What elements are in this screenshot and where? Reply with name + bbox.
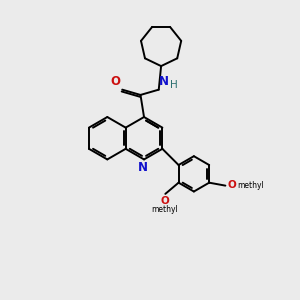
Text: N: N: [138, 161, 148, 175]
Text: O: O: [160, 196, 169, 206]
Text: O: O: [110, 76, 120, 88]
Text: O: O: [228, 180, 236, 190]
Text: H: H: [170, 80, 178, 90]
Text: N: N: [159, 75, 169, 88]
Text: methyl: methyl: [238, 181, 265, 190]
Text: methyl: methyl: [152, 205, 178, 214]
